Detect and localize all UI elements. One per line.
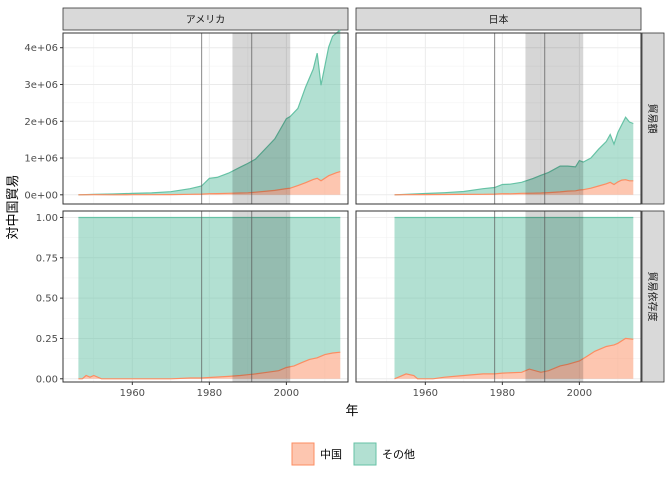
row-strip [641, 210, 665, 383]
line-other [394, 116, 634, 196]
x-tick-label: 1980 [490, 388, 515, 399]
column-strip [355, 7, 642, 31]
x-axis-title: 年 [345, 404, 358, 419]
y-tick-label: 1e+06 [24, 154, 58, 165]
x-tick-label: 1960 [120, 388, 145, 399]
row-strip-label: 貿易額 [646, 104, 659, 134]
line-china [78, 171, 341, 196]
panel-border [355, 210, 642, 383]
shaded-period [525, 211, 584, 382]
y-tick-label: 0e+00 [24, 190, 58, 201]
shaded-period [232, 33, 291, 204]
y-tick-label: 2e+06 [24, 117, 58, 128]
row-strip [641, 32, 665, 205]
y-tick-label: 0.00 [36, 374, 58, 385]
area-china [78, 171, 341, 195]
shaded-period [525, 33, 584, 204]
shaded-period [232, 211, 291, 382]
line-china [78, 351, 341, 380]
area-other [78, 217, 341, 379]
legend-label-china: 中国 [320, 448, 342, 461]
x-tick-label: 1980 [197, 388, 222, 399]
row-strip-label: 貿易依存度 [646, 272, 659, 322]
x-tick-label: 1960 [413, 388, 438, 399]
panel-border [62, 32, 349, 205]
column-strip-label: 日本 [489, 13, 509, 26]
y-axis-title: 対中国貿易 [6, 174, 21, 239]
y-tick-label: 4e+06 [24, 43, 58, 54]
y-tick-label: 3e+06 [24, 80, 58, 91]
legend-key-china [291, 442, 315, 466]
line-china [394, 337, 634, 380]
column-strip [62, 7, 349, 31]
y-tick-label: 0.50 [36, 294, 58, 305]
legend-key-other [353, 442, 377, 466]
panel-border [355, 32, 642, 205]
legend-label-other: その他 [382, 448, 415, 461]
line-other [78, 29, 341, 196]
area-other [394, 217, 634, 379]
y-tick-label: 0.25 [36, 334, 58, 345]
x-tick-label: 2000 [567, 388, 592, 399]
area-china [78, 352, 341, 379]
line-china [394, 179, 634, 196]
panel-border [62, 210, 349, 383]
x-tick-label: 2000 [274, 388, 299, 399]
y-tick-label: 0.75 [36, 253, 58, 264]
column-strip-label: アメリカ [186, 14, 226, 26]
area-other [394, 117, 634, 195]
area-china [394, 338, 634, 379]
area-other [78, 30, 341, 195]
y-tick-label: 1.00 [36, 213, 58, 224]
